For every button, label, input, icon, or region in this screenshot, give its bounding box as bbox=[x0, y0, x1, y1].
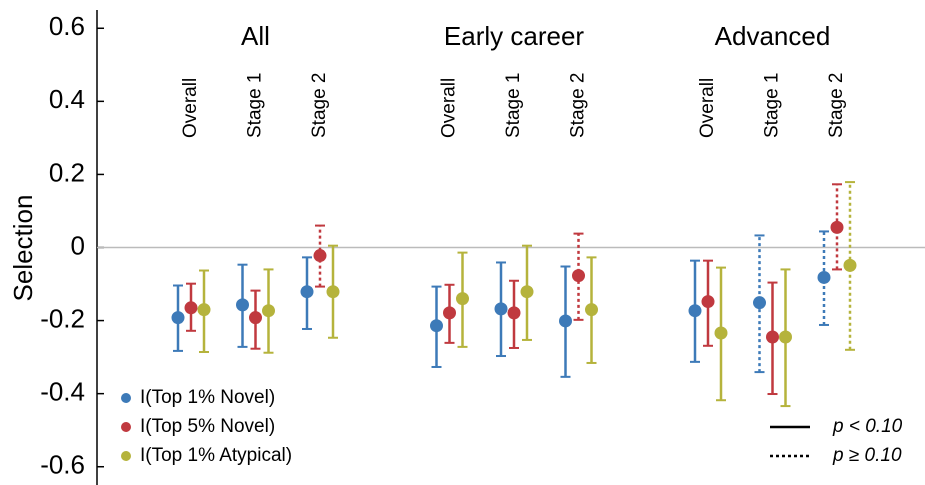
point bbox=[430, 319, 443, 333]
point bbox=[585, 303, 598, 317]
point bbox=[171, 311, 185, 325]
y-tick-label: 0.4 bbox=[49, 84, 85, 114]
point bbox=[843, 258, 857, 272]
legend-label: I(Top 5% Novel) bbox=[140, 416, 275, 437]
y-axis-label: Selection bbox=[8, 195, 38, 302]
point bbox=[184, 301, 198, 315]
subgroup-label: Overall bbox=[180, 78, 201, 138]
point bbox=[313, 249, 327, 263]
legend-label: I(Top 1% Atypical) bbox=[140, 445, 292, 466]
subgroup-label: Stage 2 bbox=[309, 73, 330, 139]
subgroup-label: Overall bbox=[697, 78, 718, 138]
subgroup-label: Stage 1 bbox=[245, 73, 266, 139]
legend-marker bbox=[121, 393, 131, 403]
point bbox=[830, 220, 844, 234]
point bbox=[262, 304, 275, 318]
point bbox=[753, 296, 766, 310]
point bbox=[779, 330, 792, 344]
group-title: Advanced bbox=[715, 21, 831, 51]
legend-style-label: p < 0.10 bbox=[832, 416, 903, 437]
subgroup-label: Overall bbox=[439, 78, 460, 138]
y-tick-label: -0.6 bbox=[40, 450, 85, 480]
subgroup-label: Stage 1 bbox=[762, 73, 783, 139]
subgroup-label: Stage 2 bbox=[568, 73, 589, 139]
y-tick-label: 0.2 bbox=[49, 157, 85, 187]
point bbox=[688, 304, 702, 318]
subgroup-label: Stage 1 bbox=[503, 73, 524, 139]
group-title: Early career bbox=[444, 21, 584, 51]
point bbox=[520, 285, 534, 299]
legend-marker bbox=[121, 451, 131, 461]
subgroup-label: Stage 2 bbox=[826, 73, 847, 139]
point bbox=[326, 285, 340, 299]
y-tick-label: 0 bbox=[71, 230, 85, 260]
point bbox=[197, 303, 211, 317]
point bbox=[249, 311, 262, 325]
group-title: All bbox=[241, 21, 270, 51]
point bbox=[714, 326, 728, 340]
y-tick-label: -0.4 bbox=[40, 377, 85, 407]
legend-style-label: p ≥ 0.10 bbox=[832, 445, 902, 466]
point bbox=[701, 295, 715, 309]
point bbox=[236, 298, 249, 312]
point bbox=[817, 270, 831, 284]
point bbox=[572, 269, 585, 283]
point bbox=[507, 306, 521, 320]
point bbox=[456, 292, 469, 306]
point bbox=[443, 306, 456, 320]
legend-marker bbox=[121, 422, 131, 432]
y-tick-label: -0.2 bbox=[40, 303, 85, 333]
y-tick-label: 0.6 bbox=[49, 11, 85, 41]
point bbox=[766, 330, 779, 344]
legend-label: I(Top 1% Novel) bbox=[140, 387, 275, 408]
point bbox=[494, 302, 508, 316]
point bbox=[300, 285, 314, 299]
point bbox=[559, 314, 572, 328]
